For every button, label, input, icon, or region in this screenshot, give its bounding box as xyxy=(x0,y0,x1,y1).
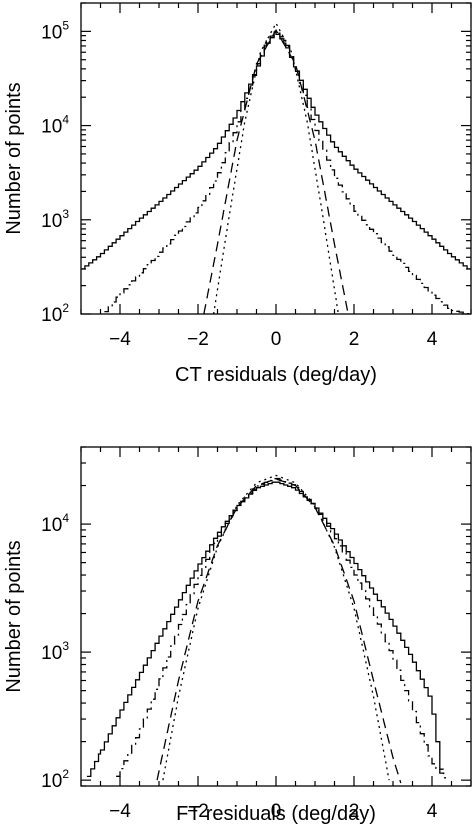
y-tick-label: 103 xyxy=(41,207,69,232)
x-tick-label: 4 xyxy=(427,329,438,350)
plot-frame xyxy=(80,2,472,315)
series-line-dash-dot xyxy=(104,30,471,314)
y-tick-label: 102 xyxy=(41,301,69,326)
chart-panel-1: −4 −2 0 2 4 102 103 104 FT residuals (deg/day) Nu… xyxy=(3,446,472,825)
series-line-dashed xyxy=(203,28,349,314)
series-line-dash-dot xyxy=(116,477,448,779)
y-tick-label: 105 xyxy=(41,18,69,43)
y-tick-label: 103 xyxy=(41,639,69,664)
y-tick-label: 104 xyxy=(41,113,69,138)
series-line-solid xyxy=(81,31,471,270)
x-tick-label: 2 xyxy=(349,329,360,350)
x-tick-label: −4 xyxy=(109,801,131,822)
x-tick-label: 0 xyxy=(271,801,282,822)
x-axis-label: FT residuals (deg/day) xyxy=(176,803,376,825)
x-tick-label: −2 xyxy=(187,801,209,822)
y-tick-label: 104 xyxy=(41,511,69,536)
y-axis-label: Number of points xyxy=(3,540,25,692)
y-axis-label: Number of points xyxy=(3,82,25,234)
series-line-solid xyxy=(86,481,444,778)
series-line-dashed xyxy=(156,478,402,784)
x-tick-label: 4 xyxy=(427,801,438,822)
x-tick-label: −2 xyxy=(187,329,209,350)
chart-panel-0: −4 −2 0 2 4 102 103 104 105 CT residuals (deg/day… xyxy=(3,2,472,386)
series-line-dotted xyxy=(212,21,340,314)
y-tick-label: 102 xyxy=(41,767,69,792)
x-axis-label: CT residuals (deg/day) xyxy=(175,364,377,386)
x-tick-label: 0 xyxy=(271,329,282,350)
x-tick-label: −4 xyxy=(109,329,131,350)
series-line-dotted xyxy=(162,474,390,781)
x-tick-label: 2 xyxy=(349,801,360,822)
